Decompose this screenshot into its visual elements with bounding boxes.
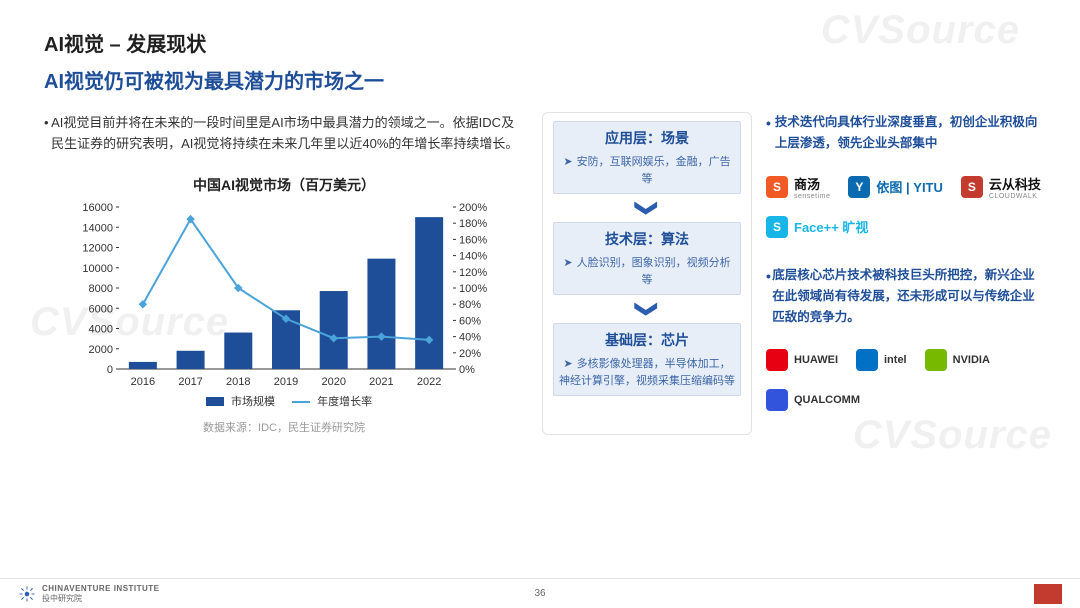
svg-text:160%: 160% [459, 234, 487, 246]
intro-bullet: • AI视觉目前并将在未来的一段时间里是AI市场中最具潜力的领域之一。依据IDC… [44, 112, 524, 155]
svg-text:6000: 6000 [89, 303, 113, 315]
market-chart: 0 2000 4000 6000 8000 10000 12000 14000 16000 0% 2… [69, 201, 499, 391]
svg-text:12000: 12000 [82, 242, 113, 254]
footer: CHINAVENTURE INSTITUTE 投中研究院 36 [0, 578, 1080, 608]
chart-legend: 市场规模 年度增长率 [44, 393, 524, 409]
svg-text:80%: 80% [459, 299, 481, 311]
svg-text:14000: 14000 [82, 222, 113, 234]
page-subtitle: AI视觉仍可被视为最具潜力的市场之一 [44, 65, 1046, 94]
svg-text:0%: 0% [459, 364, 475, 376]
svg-text:2021: 2021 [369, 376, 393, 388]
company-logo: SFace++ 旷视 [766, 215, 868, 239]
left-column: • AI视觉目前并将在未来的一段时间里是AI市场中最具潜力的领域之一。依据IDC… [44, 112, 524, 435]
svg-text:2019: 2019 [274, 376, 298, 388]
line-marker [139, 300, 147, 308]
page-title: AI视觉 – 发展现状 [44, 28, 1046, 57]
company-logo: Y依图 | YITU [848, 175, 942, 199]
chart-title: 中国AI视觉市场（百万美元） [44, 175, 524, 195]
svg-text:60%: 60% [459, 315, 481, 327]
company-logo: QUALCOMM [766, 388, 860, 412]
company-logo: NVIDIA [925, 348, 990, 372]
right-bullet: • 底层核心芯片技术被科技巨头所把控，新兴企业在此领域尚有待发展，还未形成可以与… [766, 265, 1046, 329]
svg-text:100%: 100% [459, 283, 487, 295]
right-bullet-text: 技术迭代向具体行业深度垂直，初创企业积极向上层渗透，领先企业头部集中 [775, 112, 1046, 155]
chart-area: 中国AI视觉市场（百万美元） 0 2000 4000 6000 8000 10000 120… [44, 175, 524, 435]
footer-brand-en: CHINAVENTURE INSTITUTE [42, 584, 160, 593]
svg-text:10000: 10000 [82, 263, 113, 275]
svg-text:40%: 40% [459, 331, 481, 343]
svg-text:2018: 2018 [226, 376, 250, 388]
logos-top: S商汤sensetime Y依图 | YITU S云从科技CLOUDWALK SFac… [766, 175, 1046, 239]
right-text-col: • 技术迭代向具体行业深度垂直，初创企业积极向上层渗透，领先企业头部集中 S商汤… [766, 112, 1046, 435]
bar [367, 259, 395, 369]
svg-text:140%: 140% [459, 250, 487, 262]
layer-stack: 应用层：场景➤安防，互联网娱乐，金融，广告等❯技术层：算法➤人脸识别，图象识别，… [542, 112, 752, 435]
footer-brand-cn: 投中研究院 [42, 593, 160, 604]
right-bullet-text: 底层核心芯片技术被科技巨头所把控，新兴企业在此领域尚有待发展，还未形成可以与传统… [772, 265, 1046, 329]
legend-line-label: 年度增长率 [317, 396, 372, 408]
company-logo: HUAWEI [766, 348, 838, 372]
bar [415, 217, 443, 369]
svg-text:2022: 2022 [417, 376, 441, 388]
page-number: 36 [534, 588, 545, 599]
right-bullet: • 技术迭代向具体行业深度垂直，初创企业积极向上层渗透，领先企业头部集中 [766, 112, 1046, 155]
svg-text:2000: 2000 [89, 344, 113, 356]
chart-source: 数据来源：IDC，民生证券研究院 [44, 419, 524, 435]
svg-text:0: 0 [107, 364, 113, 376]
svg-text:2016: 2016 [131, 376, 155, 388]
svg-text:20%: 20% [459, 348, 481, 360]
legend-bar-swatch [206, 397, 224, 406]
legend-bar-label: 市场规模 [231, 396, 275, 408]
bar [129, 362, 157, 369]
bar [177, 351, 205, 369]
svg-text:200%: 200% [459, 202, 487, 214]
svg-text:2020: 2020 [321, 376, 345, 388]
svg-text:16000: 16000 [82, 202, 113, 214]
bar [224, 332, 252, 368]
right-column: 应用层：场景➤安防，互联网娱乐，金融，广告等❯技术层：算法➤人脸识别，图象识别，… [542, 112, 1046, 435]
svg-text:120%: 120% [459, 267, 487, 279]
intro-text: AI视觉目前并将在未来的一段时间里是AI市场中最具潜力的领域之一。依据IDC及民… [51, 112, 524, 155]
bar [320, 291, 348, 369]
company-logo: S商汤sensetime [766, 175, 830, 199]
svg-text:4000: 4000 [89, 323, 113, 335]
svg-text:8000: 8000 [89, 283, 113, 295]
down-arrow-icon: ❯ [635, 215, 659, 403]
bullet-dot: • [44, 112, 51, 155]
slide-root: CVSource CVSource CVSource AI视觉 – 发展现状 A… [0, 0, 1080, 608]
company-logo: S云从科技CLOUDWALK [961, 175, 1041, 199]
svg-text:180%: 180% [459, 218, 487, 230]
brand-icon [18, 585, 36, 603]
svg-text:2017: 2017 [178, 376, 202, 388]
footer-red-block [1034, 584, 1062, 604]
legend-line-swatch [292, 401, 310, 403]
company-logo: intel [856, 348, 907, 372]
footer-brand: CHINAVENTURE INSTITUTE 投中研究院 [18, 584, 160, 604]
logos-bottom: HUAWEI intel NVIDIA QUALCOMM [766, 348, 1046, 412]
